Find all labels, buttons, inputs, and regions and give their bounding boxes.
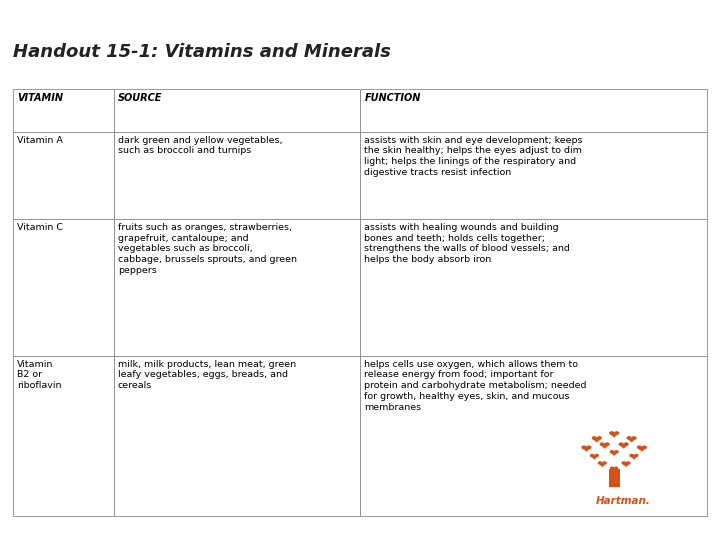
Text: VITAMIN: VITAMIN <box>17 93 63 103</box>
Ellipse shape <box>590 454 595 457</box>
Ellipse shape <box>594 454 599 457</box>
Text: Handout 15-1: Vitamins and Minerals: Handout 15-1: Vitamins and Minerals <box>13 43 391 61</box>
Text: dark green and yellow vegetables,
such as broccoli and turnips: dark green and yellow vegetables, such a… <box>118 136 282 156</box>
Polygon shape <box>621 463 631 467</box>
Polygon shape <box>600 444 609 449</box>
Ellipse shape <box>642 446 647 449</box>
Ellipse shape <box>605 442 610 446</box>
Text: Vitamin C: Vitamin C <box>17 223 63 232</box>
Bar <box>360 132 707 219</box>
Bar <box>114 356 360 516</box>
Ellipse shape <box>624 442 629 446</box>
Bar <box>360 89 707 132</box>
Polygon shape <box>611 468 618 471</box>
Bar <box>114 132 360 219</box>
Polygon shape <box>610 452 618 456</box>
Ellipse shape <box>626 461 631 464</box>
Text: assists with healing wounds and building
bones and teeth; holds cells together;
: assists with healing wounds and building… <box>364 223 570 264</box>
Bar <box>114 89 360 132</box>
Ellipse shape <box>609 431 614 435</box>
Polygon shape <box>590 456 599 460</box>
Bar <box>13 219 114 356</box>
Text: SOURCE: SOURCE <box>118 93 162 103</box>
Ellipse shape <box>626 436 631 440</box>
Ellipse shape <box>586 446 592 449</box>
Bar <box>608 469 620 487</box>
Bar <box>114 219 360 356</box>
Text: assists with skin and eye development; keeps
the skin healthy; helps the eyes ad: assists with skin and eye development; k… <box>364 136 582 177</box>
Polygon shape <box>619 444 629 449</box>
Text: Hartman.: Hartman. <box>595 496 650 506</box>
Text: helps cells use oxygen, which allows them to
release energy from food; important: helps cells use oxygen, which allows the… <box>364 360 587 411</box>
Ellipse shape <box>631 436 636 440</box>
Ellipse shape <box>614 431 619 435</box>
Text: fruits such as oranges, strawberries,
grapefruit, cantaloupe; and
vegetables suc: fruits such as oranges, strawberries, gr… <box>118 223 297 275</box>
Ellipse shape <box>614 450 618 454</box>
Bar <box>13 356 114 516</box>
Ellipse shape <box>614 467 618 469</box>
Polygon shape <box>582 448 591 452</box>
Text: FUNCTION: FUNCTION <box>364 93 420 103</box>
Ellipse shape <box>610 467 614 469</box>
Polygon shape <box>598 463 607 467</box>
Text: milk, milk products, lean meat, green
leafy vegetables, eggs, breads, and
cereal: milk, milk products, lean meat, green le… <box>118 360 296 390</box>
Ellipse shape <box>602 461 607 464</box>
Ellipse shape <box>621 461 626 464</box>
Polygon shape <box>637 448 647 452</box>
Ellipse shape <box>634 454 639 457</box>
Text: 15 Nutrition and Hydration: 15 Nutrition and Hydration <box>9 14 211 26</box>
Ellipse shape <box>592 436 597 440</box>
Bar <box>13 132 114 219</box>
Text: Vitamin A: Vitamin A <box>17 136 63 145</box>
Polygon shape <box>609 433 619 437</box>
Ellipse shape <box>618 442 624 446</box>
Ellipse shape <box>581 446 587 449</box>
Ellipse shape <box>629 454 634 457</box>
Ellipse shape <box>636 446 642 449</box>
Polygon shape <box>629 456 639 460</box>
Ellipse shape <box>610 450 614 454</box>
Ellipse shape <box>600 442 605 446</box>
Bar <box>13 89 114 132</box>
Bar <box>360 356 707 516</box>
Bar <box>360 219 707 356</box>
Ellipse shape <box>597 436 602 440</box>
Polygon shape <box>592 438 601 442</box>
Ellipse shape <box>598 461 603 464</box>
Polygon shape <box>627 438 636 442</box>
Text: Vitamin
B2 or
riboflavin: Vitamin B2 or riboflavin <box>17 360 62 390</box>
